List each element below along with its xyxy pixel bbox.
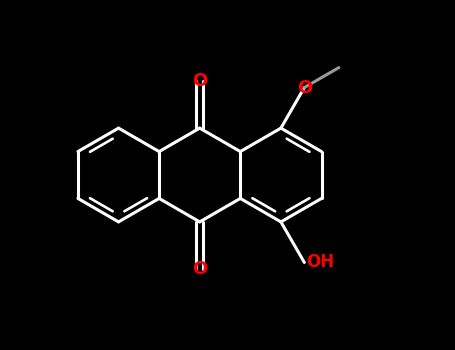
Text: O: O <box>192 260 207 278</box>
Text: OH: OH <box>306 253 334 272</box>
Text: O: O <box>192 72 207 90</box>
Text: O: O <box>297 78 312 97</box>
